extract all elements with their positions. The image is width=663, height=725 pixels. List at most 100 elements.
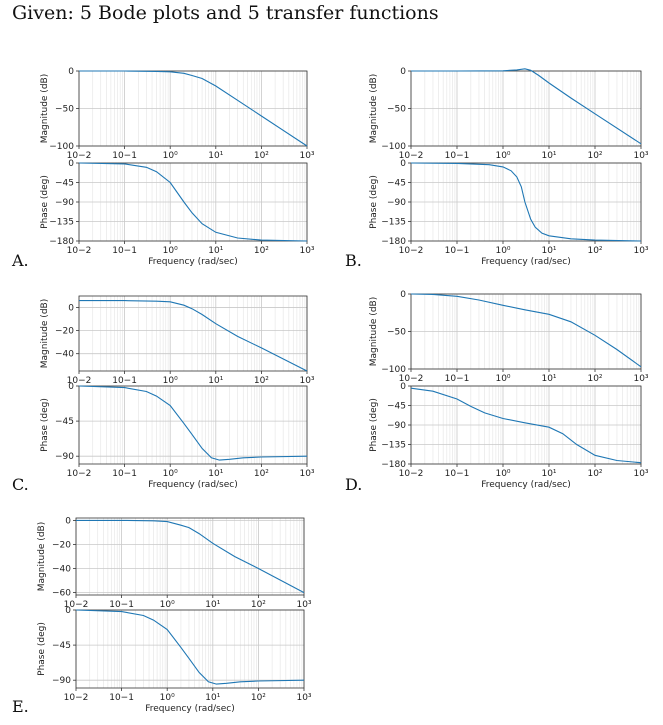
x-tick-label: 10¹	[208, 376, 223, 386]
plot-label: D.	[345, 475, 362, 494]
frequency-axis-label: Frequency (rad/sec)	[481, 257, 571, 267]
y-tick-label: 0	[68, 67, 74, 77]
phase-plot: 10−2 10−1 10⁰ 10¹ 10² 10³ 0 −45 −90 −135 −180	[49, 159, 315, 256]
magnitude-plot: 10−2 10−1 10⁰ 10¹ 10² 10³ 0 −20 −40	[55, 295, 315, 386]
magnitude-curve	[76, 519, 305, 594]
phase-plot: 10−2 10−1 10⁰ 10¹ 10² 10³ 0 −45 −90	[55, 382, 315, 479]
y-tick-label: 0	[68, 159, 74, 169]
phase-curve	[78, 162, 308, 242]
plot-frame	[75, 609, 305, 689]
magnitude-axis-label: Magnitude (dB)	[40, 299, 50, 368]
plot-label: E.	[12, 697, 29, 716]
frequency-axis-label: Frequency (rad/sec)	[148, 257, 238, 267]
magnitude-plot: 10−2 10−1 10⁰ 10¹ 10² 10³ 0 −50 −100	[49, 67, 315, 161]
x-tick-label: 10−1	[112, 376, 137, 386]
x-tick-label: 10²	[254, 246, 269, 256]
x-tick-label: 10²	[587, 374, 602, 384]
x-tick-label: 10−1	[445, 374, 470, 384]
magnitude-axis-label: Magnitude (dB)	[40, 74, 50, 143]
x-tick-label: 10³	[299, 469, 314, 479]
y-tick-label: 0	[400, 67, 406, 77]
y-tick-label: −100	[381, 142, 406, 152]
y-tick-label: −45	[52, 641, 71, 651]
frequency-axis-label: Frequency (rad/sec)	[148, 480, 238, 490]
x-tick-label: 10³	[299, 151, 314, 161]
y-tick-label: −90	[55, 198, 74, 208]
phase-plot: 10−2 10−1 10⁰ 10¹ 10² 10³ 0 −45 −90	[52, 606, 312, 703]
phase-axis-label: Phase (deg)	[369, 175, 379, 229]
y-tick-label: 0	[400, 382, 406, 392]
y-tick-label: 0	[65, 516, 71, 526]
x-tick-label: 10⁰	[163, 246, 178, 256]
x-tick-label: 10¹	[541, 151, 556, 161]
x-tick-label: 10⁰	[495, 151, 510, 161]
x-tick-label: 10³	[299, 246, 314, 256]
x-tick-label: 10¹	[205, 600, 220, 610]
x-tick-label: 10−2	[64, 600, 89, 610]
x-tick-label: 10³	[299, 376, 314, 386]
x-tick-label: 10−2	[399, 374, 424, 384]
x-tick-label: 10³	[633, 374, 648, 384]
page-title: Given: 5 Bode plots and 5 transfer funct…	[12, 2, 439, 24]
plot-frame	[78, 70, 308, 147]
x-tick-label: 10−2	[64, 693, 89, 703]
x-tick-label: 10³	[633, 246, 648, 256]
y-tick-label: 0	[400, 290, 406, 300]
x-tick-label: 10⁰	[163, 376, 178, 386]
x-tick-label: 10¹	[541, 246, 556, 256]
phase-plot: 10−2 10−1 10⁰ 10¹ 10² 10³ 0 −45 −90 −135 −180	[381, 382, 649, 479]
plot-frame	[410, 293, 642, 370]
y-tick-label: −50	[387, 105, 406, 115]
frequency-axis-label: Frequency (rad/sec)	[145, 704, 235, 714]
y-tick-label: −40	[52, 565, 71, 575]
y-tick-label: −100	[381, 365, 406, 375]
phase-curve	[75, 609, 305, 685]
plot-frame	[410, 385, 642, 465]
plot-frame	[78, 162, 308, 242]
x-tick-label: 10−1	[445, 469, 470, 479]
y-tick-label: −45	[55, 179, 74, 189]
y-tick-label: −135	[381, 441, 406, 451]
x-tick-label: 10−1	[112, 469, 137, 479]
phase-axis-label: Phase (deg)	[369, 398, 379, 452]
x-tick-label: 10³	[633, 151, 648, 161]
x-tick-label: 10⁰	[495, 469, 510, 479]
phase-axis-label: Phase (deg)	[40, 175, 50, 229]
x-tick-label: 10³	[633, 469, 648, 479]
y-tick-label: −20	[55, 327, 74, 337]
magnitude-curve	[79, 300, 308, 372]
phase-axis-label: Phase (deg)	[37, 622, 47, 676]
x-tick-label: 10−2	[67, 246, 92, 256]
phase-curve	[78, 385, 308, 461]
plot-label: B.	[345, 251, 362, 270]
y-tick-label: −180	[381, 237, 406, 247]
x-tick-label: 10⁰	[163, 469, 178, 479]
y-tick-label: −90	[387, 421, 406, 431]
x-tick-label: 10−2	[399, 246, 424, 256]
x-tick-label: 10³	[296, 600, 311, 610]
magnitude-axis-label: Magnitude (dB)	[37, 522, 47, 591]
y-tick-label: −45	[55, 417, 74, 427]
y-tick-label: 0	[68, 304, 74, 314]
x-tick-label: 10¹	[541, 469, 556, 479]
plot-frame	[410, 162, 642, 242]
x-tick-label: 10²	[251, 600, 266, 610]
x-tick-label: 10¹	[208, 246, 223, 256]
x-tick-label: 10¹	[205, 693, 220, 703]
y-tick-label: −50	[387, 328, 406, 338]
y-tick-label: −90	[55, 452, 74, 462]
y-tick-label: −90	[387, 198, 406, 208]
x-tick-label: 10⁰	[495, 374, 510, 384]
magnitude-plot: 10−2 10−1 10⁰ 10¹ 10² 10³ 0 −50 −100	[381, 67, 649, 161]
x-tick-label: 10−1	[445, 246, 470, 256]
y-tick-label: −135	[49, 218, 74, 228]
x-tick-label: 10−1	[109, 693, 134, 703]
y-tick-label: −40	[55, 350, 74, 360]
y-tick-label: 0	[400, 159, 406, 169]
phase-axis-label: Phase (deg)	[40, 398, 50, 452]
y-tick-label: −180	[381, 460, 406, 470]
